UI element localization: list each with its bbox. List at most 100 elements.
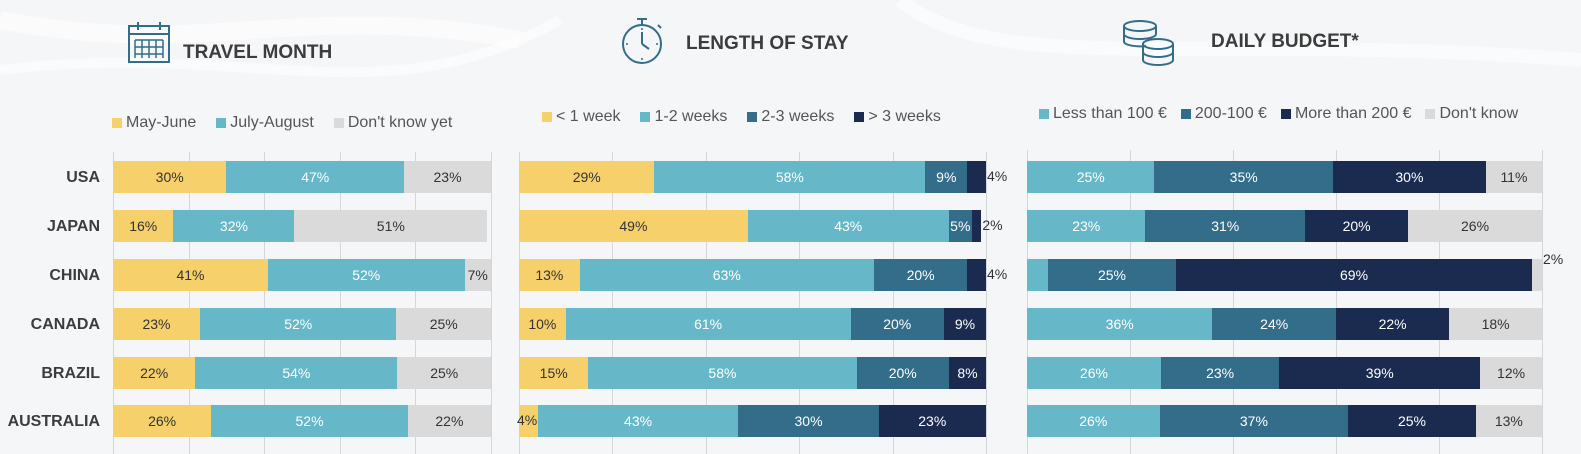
bar-segment: 52% xyxy=(267,259,465,291)
gridline xyxy=(612,152,613,454)
bar-segment xyxy=(971,210,982,242)
data-label: 23% xyxy=(1206,365,1235,381)
legend-item: Don't know yet xyxy=(333,114,453,132)
data-label: 63% xyxy=(712,267,741,283)
bar-segment: 11% xyxy=(1485,161,1542,193)
bar-segment: 52% xyxy=(211,405,408,437)
data-label: 52% xyxy=(352,267,381,283)
data-label: 10% xyxy=(528,316,557,332)
data-label: 22% xyxy=(435,413,464,429)
country-label: AUSTRALIA xyxy=(7,413,100,430)
bar-segment xyxy=(519,405,538,437)
bar-segment xyxy=(1027,259,1048,291)
bar-segment: 63% xyxy=(579,259,874,291)
data-label: 36% xyxy=(1105,316,1134,332)
bar-row: 25% 69% 2% xyxy=(1027,251,1563,291)
data-label: 32% xyxy=(219,218,248,234)
coins-icon xyxy=(1120,18,1176,71)
data-label: 43% xyxy=(834,218,863,234)
bar-segment: 47% xyxy=(226,161,405,193)
data-label: 43% xyxy=(624,413,653,429)
bar-segment: 13% xyxy=(519,259,580,291)
gridline xyxy=(1233,150,1234,454)
bar-segment: 26% xyxy=(1027,405,1160,437)
bar-row: 13% 63% 20% 4% xyxy=(519,259,1007,291)
country-label: CANADA xyxy=(30,316,100,333)
legend-item: More than 200 € xyxy=(1280,105,1411,123)
bar-segment: 26% xyxy=(113,405,212,437)
data-label: 24% xyxy=(1260,316,1289,332)
bar-segment: 23% xyxy=(1027,210,1146,242)
bar-segment: 61% xyxy=(565,308,851,340)
bar-segment: 37% xyxy=(1159,405,1349,437)
bar-segment: 23% xyxy=(1160,357,1280,389)
bar-segment: 30% xyxy=(113,161,227,193)
bar-segment: 13% xyxy=(1475,405,1542,437)
data-label: 61% xyxy=(694,316,723,332)
bar-segment: 36% xyxy=(1027,308,1213,340)
calendar-icon xyxy=(127,20,171,69)
country-label: BRAZIL xyxy=(41,365,100,382)
bar-segment: 31% xyxy=(1145,210,1306,242)
bar-segment: 51% xyxy=(294,210,488,242)
gridline xyxy=(491,152,492,454)
chart-title: DAILY BUDGET* xyxy=(1211,31,1359,52)
bar-segment: 9% xyxy=(925,161,968,193)
gridline xyxy=(706,152,707,454)
bar-row: 23% 52% 25% xyxy=(113,308,491,340)
data-label: 23% xyxy=(1072,218,1101,234)
data-label: 26% xyxy=(148,413,177,429)
legend-label: Don't know yet xyxy=(347,114,453,131)
legend-label: 2-3 weeks xyxy=(761,108,835,125)
gridline xyxy=(264,152,265,454)
bar-segment: 25% xyxy=(1348,405,1476,437)
bar-row: 26% 23% 39% 12% xyxy=(1027,357,1542,389)
bar-segment: 20% xyxy=(873,259,968,291)
data-label: 35% xyxy=(1229,169,1258,185)
bar-segment: 54% xyxy=(195,357,398,389)
legend-travel-month: May-June July-August Don't know yet xyxy=(112,114,472,132)
data-label: 20% xyxy=(888,365,917,381)
bar-segment: 8% xyxy=(948,357,986,389)
bar-segment: 18% xyxy=(1449,308,1542,340)
gridline xyxy=(189,152,190,454)
bar-row: 22% 54% 25% xyxy=(113,357,491,389)
legend-item: Less than 100 € xyxy=(1039,105,1167,123)
data-label: 26% xyxy=(1079,413,1108,429)
bar-segment: 26% xyxy=(1408,210,1542,242)
bar-segment: 22% xyxy=(113,357,196,389)
data-label: 15% xyxy=(539,365,568,381)
data-label: 13% xyxy=(1494,413,1523,429)
gridline xyxy=(799,152,800,454)
data-label: 2% xyxy=(982,217,1003,233)
data-label: 4% xyxy=(517,412,538,428)
data-label: 25% xyxy=(429,316,458,332)
gridline xyxy=(113,152,114,454)
data-label: 4% xyxy=(987,168,1008,184)
bar-segment: 15% xyxy=(519,357,589,389)
legend-label: > 3 weeks xyxy=(868,108,941,125)
data-label: 16% xyxy=(129,218,158,234)
bar-segment: 25% xyxy=(397,357,491,389)
data-label: 30% xyxy=(794,413,823,429)
data-label: 26% xyxy=(1079,365,1108,381)
bar-segment: 9% xyxy=(943,308,986,340)
data-label: 51% xyxy=(376,218,405,234)
data-label: 30% xyxy=(155,169,184,185)
bar-segment: 7% xyxy=(464,259,491,291)
bar-segment: 24% xyxy=(1212,308,1336,340)
bar-row: 10% 61% 20% 9% xyxy=(519,308,986,340)
data-label: 29% xyxy=(572,169,601,185)
bar-segment: 29% xyxy=(519,161,655,193)
bar-segment: 52% xyxy=(199,308,397,340)
gridline xyxy=(1336,150,1337,454)
legend-item: 2-3 weeks xyxy=(747,108,834,126)
bar-row: 30% 47% 23% xyxy=(113,161,491,193)
bar-segment: 23% xyxy=(404,161,491,193)
stopwatch-icon xyxy=(620,16,666,71)
bar-row: 26% 52% 22% xyxy=(113,405,491,437)
legend-label: Less than 100 € xyxy=(1053,105,1167,122)
bar-segment: 25% xyxy=(1027,161,1155,193)
data-label: 47% xyxy=(301,169,330,185)
data-label: 18% xyxy=(1481,316,1510,332)
